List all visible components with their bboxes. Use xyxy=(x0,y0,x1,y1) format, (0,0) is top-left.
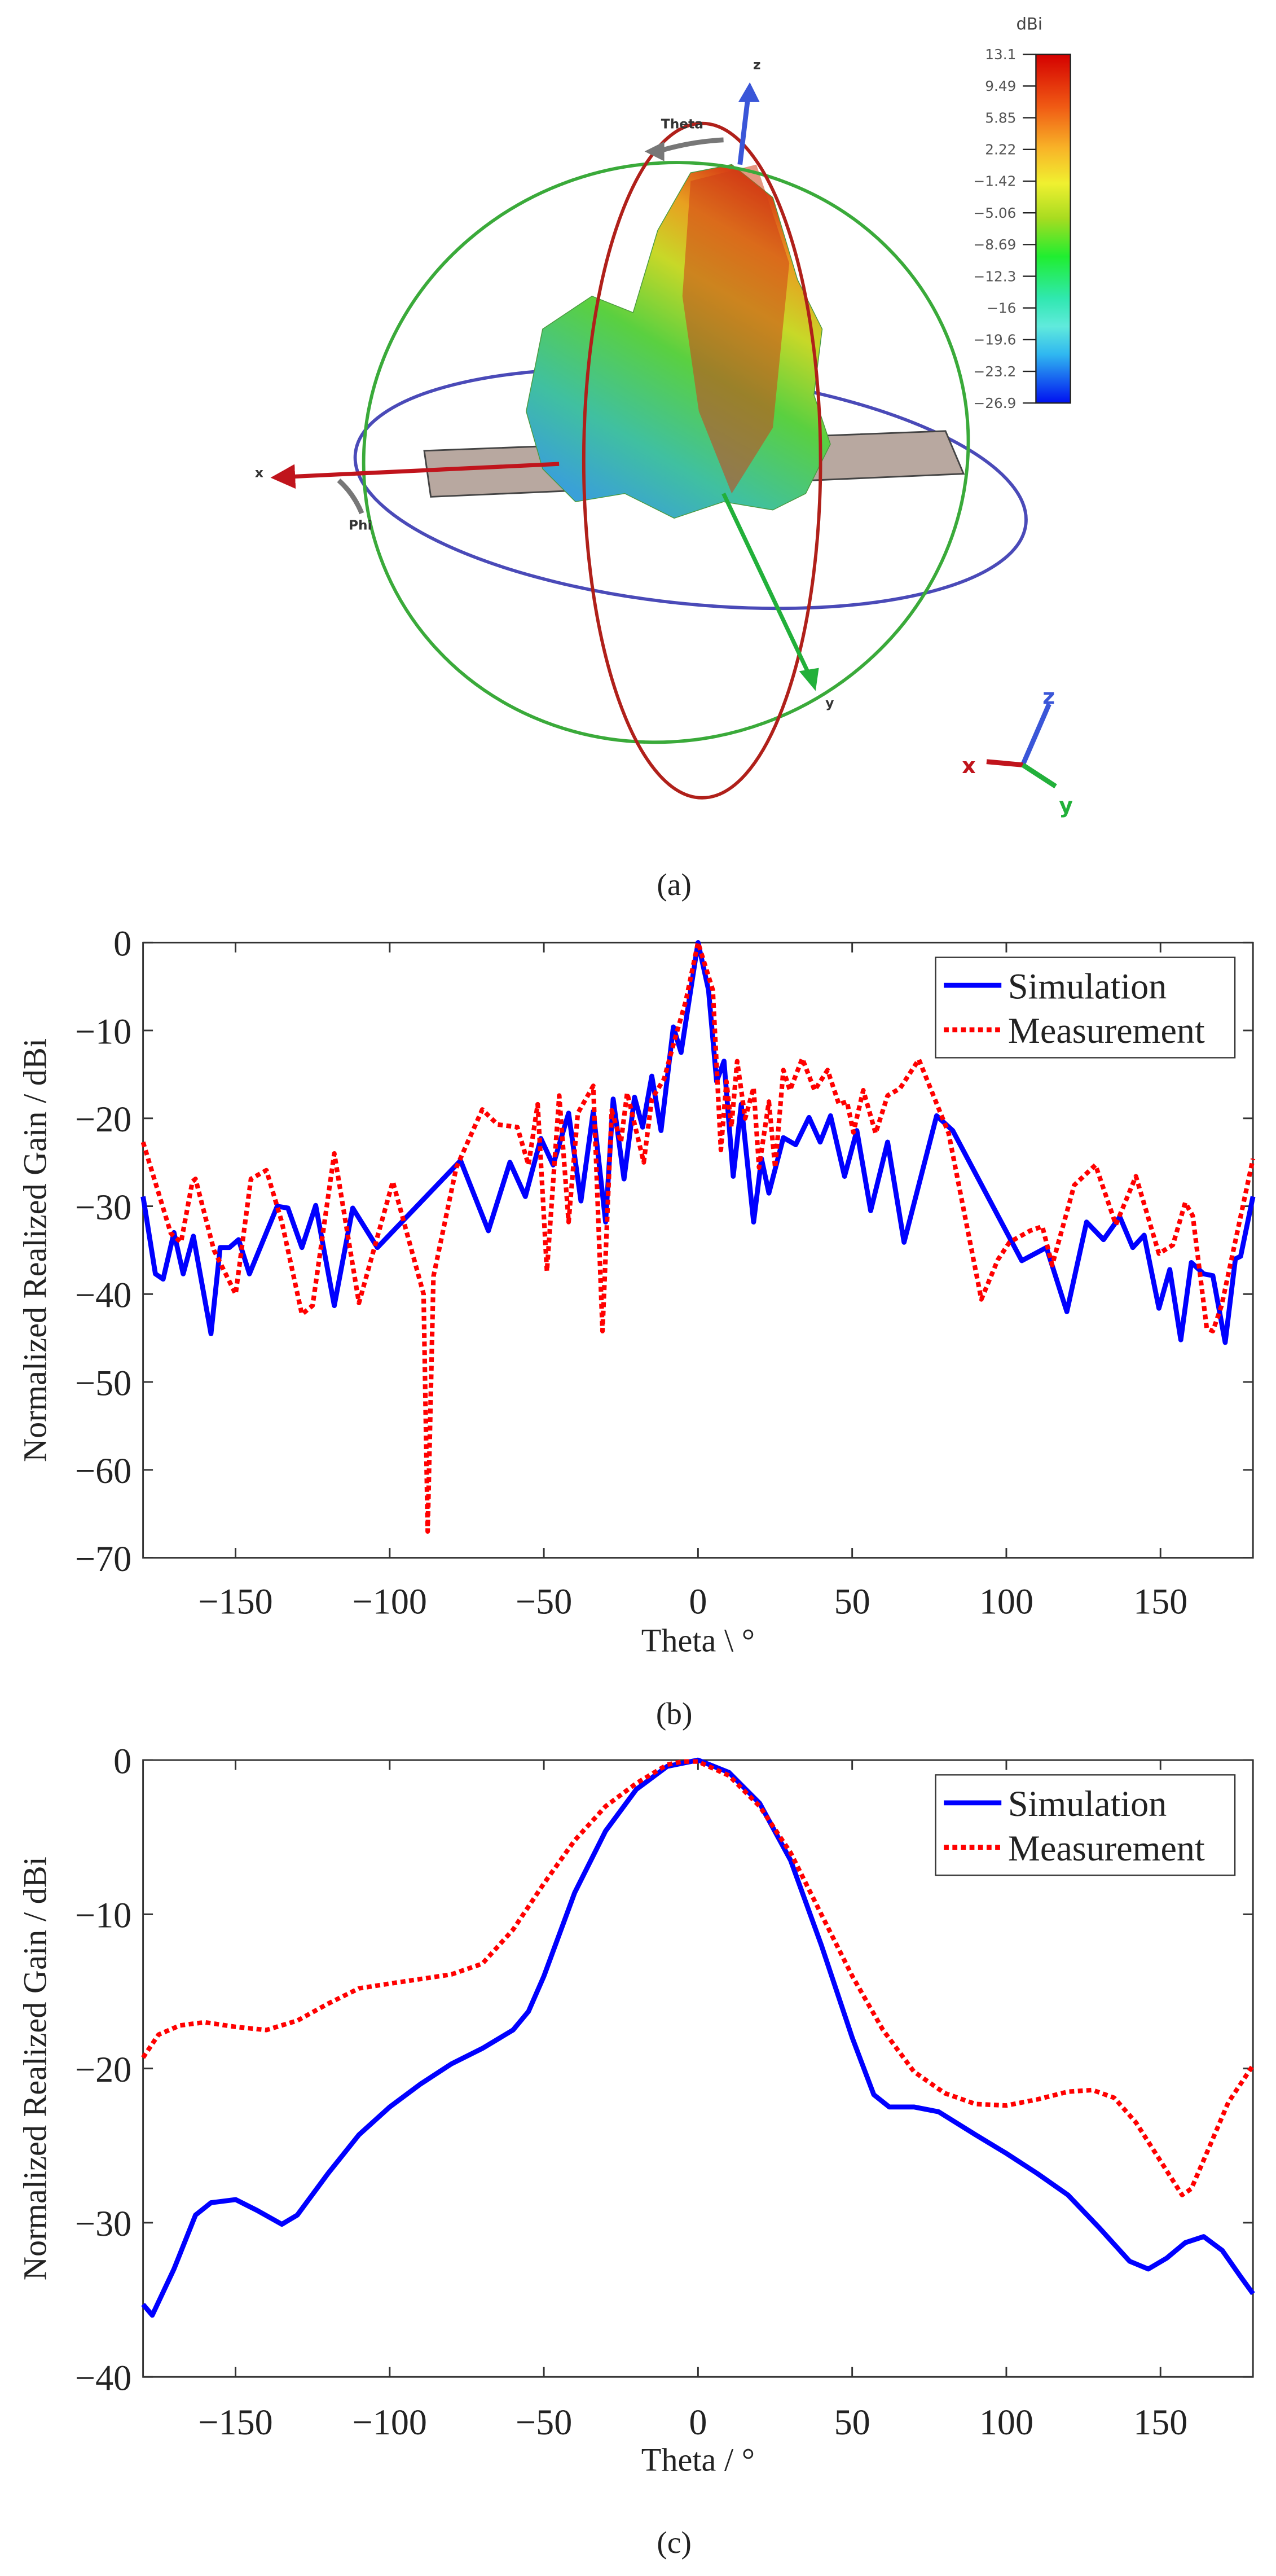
chart-b: −150 −100 −50 0 50 100 150 0 −10 −20 −30 −40 −50 −60 −… xyxy=(17,924,1256,1731)
y-tick-label: −30 xyxy=(75,2204,131,2244)
y-axis-label: Normalized Realized Gain / dBi xyxy=(17,1857,54,2280)
axis-triad: z x y xyxy=(962,684,1073,818)
y-tick-label: −20 xyxy=(75,1099,131,1139)
colorbar-tick-label: 13.1 xyxy=(985,46,1016,63)
main-lobe xyxy=(682,164,790,494)
y-axis-arrow xyxy=(721,493,811,675)
x-tick-label: −150 xyxy=(198,1582,272,1622)
y-tick-label: −40 xyxy=(75,2358,131,2398)
x-tick-label: 100 xyxy=(979,2402,1033,2442)
legend-label: Simulation xyxy=(1008,966,1167,1006)
triad-z-arrow xyxy=(1020,703,1051,766)
y-tick-label: 0 xyxy=(113,1741,131,1781)
colorbar-tick-label: 5.85 xyxy=(985,109,1016,126)
triad-label-z: z xyxy=(1042,684,1055,709)
x-tick-label: 0 xyxy=(689,2402,707,2442)
series-line-simulation xyxy=(140,940,1256,1345)
y-arrowhead xyxy=(799,668,819,691)
legend: Simulation Measurement xyxy=(935,956,1236,1059)
colorbar-tick-label: −19.6 xyxy=(974,332,1017,348)
axis-label-z: z xyxy=(753,58,761,73)
legend-box xyxy=(935,956,1236,1059)
series-line-measurement xyxy=(141,1759,1255,2197)
y-tick-label: −50 xyxy=(75,1363,131,1403)
colorbar-tick-label: −16 xyxy=(987,300,1016,316)
colorbar-tick-label: −26.9 xyxy=(974,395,1017,411)
x-tick-label: 150 xyxy=(1133,2402,1187,2442)
colorbar-tick-label: −23.2 xyxy=(974,363,1017,380)
triad-y-arrow xyxy=(1021,762,1057,789)
caption: (c) xyxy=(657,2525,691,2560)
x-tick-label: 100 xyxy=(979,1582,1033,1622)
panel-a-radiation-pattern: z Theta x Phi y dBi 13.1 9.49 5.85 2.22 −1.4… xyxy=(255,15,1073,902)
y-tick-label: −10 xyxy=(75,1011,131,1051)
z-arrowhead xyxy=(738,82,760,102)
colorbar-tick-label: −5.06 xyxy=(974,205,1017,221)
chart-c: −150 −100 −50 0 50 100 150 0 −10 −20 −30 −40 Theta /… xyxy=(17,1741,1255,2560)
x-axis-label: Theta \ ° xyxy=(641,1622,755,1659)
phi-arrow xyxy=(337,478,364,515)
colorbar-tick-label: 2.22 xyxy=(985,142,1016,158)
green-ring xyxy=(362,161,970,744)
colorbar-tick-label: 9.49 xyxy=(985,78,1016,94)
axis-label-y: y xyxy=(825,696,834,711)
triad-label-x: x xyxy=(962,753,975,778)
legend-box xyxy=(935,1774,1236,1876)
colorbar-unit: dBi xyxy=(1016,15,1042,34)
triad-x-arrow xyxy=(986,759,1023,767)
x-tick-label: 150 xyxy=(1133,1582,1187,1622)
x-tick-label: −150 xyxy=(198,2402,272,2442)
series-line-measurement xyxy=(140,940,1256,1534)
legend-label: Measurement xyxy=(1008,1828,1205,1868)
triad-label-y: y xyxy=(1059,793,1073,818)
y-tick-label: −10 xyxy=(75,1895,131,1936)
y-axis-label: Normalized Realized Gain / dBi xyxy=(17,1038,54,1462)
y-tick-label: −70 xyxy=(75,1539,131,1579)
axis-label-theta: Theta xyxy=(661,116,703,131)
x-tick-label: −50 xyxy=(516,1582,572,1622)
theta-ring xyxy=(582,121,822,800)
axis-label-phi: Phi xyxy=(349,518,372,533)
x-tick-label: −100 xyxy=(353,1582,427,1622)
legend-label: Simulation xyxy=(1008,1784,1167,1824)
y-tick-label: −20 xyxy=(75,2050,131,2090)
y-tick-label: −40 xyxy=(75,1275,131,1315)
caption: (b) xyxy=(656,1696,693,1731)
y-tick-label: −60 xyxy=(75,1451,131,1491)
theta-arrow xyxy=(657,137,724,154)
colorbar-tick-label: −1.42 xyxy=(974,173,1017,190)
caption-a: (a) xyxy=(657,867,691,902)
series-line-simulation xyxy=(141,1757,1255,2318)
colorbar-tick-label: −12.3 xyxy=(974,268,1017,284)
x-tick-label: −50 xyxy=(516,2402,572,2442)
x-tick-label: −100 xyxy=(353,2402,427,2442)
y-tick-label: 0 xyxy=(113,924,131,964)
z-axis-arrow xyxy=(737,95,751,165)
x-axis-label: Theta / ° xyxy=(641,2441,755,2478)
x-tick-label: 50 xyxy=(834,2402,870,2442)
x-tick-label: 50 xyxy=(834,1582,870,1622)
y-tick-label: −30 xyxy=(75,1187,131,1227)
legend-label: Measurement xyxy=(1008,1011,1205,1051)
colorbar-tick-label: −8.69 xyxy=(974,236,1017,253)
colorbar-gradient xyxy=(1035,54,1071,404)
x-axis-arrow xyxy=(270,462,560,489)
theta-arrowhead xyxy=(644,141,665,161)
x-tick-label: 0 xyxy=(689,1582,707,1622)
axis-label-x: x xyxy=(255,465,263,480)
colorbar: dBi 13.1 9.49 5.85 2.22 −1.42 −5.06 −8.69 −12.3… xyxy=(974,15,1071,411)
